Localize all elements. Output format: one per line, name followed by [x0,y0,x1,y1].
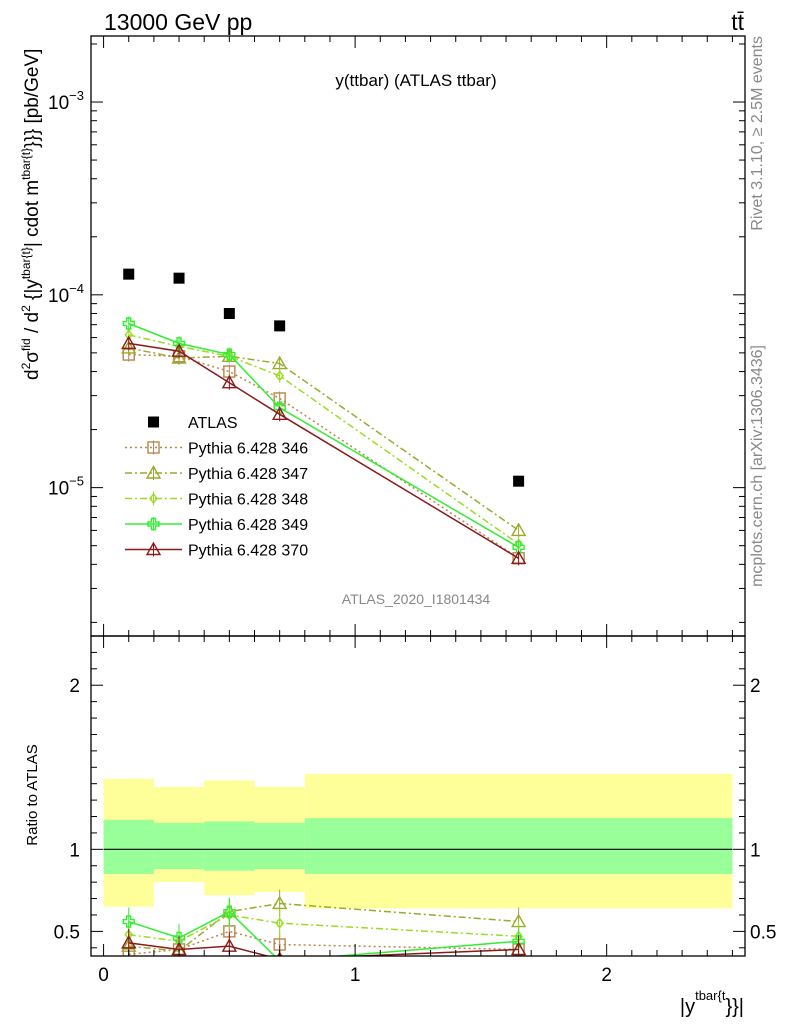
legend-label-5: Pythia 6.428 370 [188,543,308,560]
ratio-bands [103,773,733,909]
legend-marker-4 [147,517,160,531]
legend-item-2: Pythia 6.428 347 [125,465,308,483]
legend-label-3: Pythia 6.428 348 [188,492,308,509]
main-point-4-2 [223,348,236,361]
x-axis-label: |ytbar{t}}| [680,988,744,1018]
mcplots-label: mcplots.cern.ch [arXiv:1306.3436] [749,345,766,587]
main-series-group [121,268,527,566]
header-right: tt̄ [731,9,744,35]
main-ytick-label-2: 10−3 [48,88,84,114]
main-line-3 [128,334,520,545]
main-point-2-3 [271,355,288,370]
legend-marker-5 [145,541,162,556]
ratio-ytick-label-right-1: 1 [750,840,761,861]
main-ytick-label-0: 10−5 [48,474,84,500]
ratio-line-0 [128,930,519,956]
band-inner-4 [304,818,733,874]
rivet-label: Rivet 3.1.10, ≥ 2.5M events [749,36,766,231]
header-left: 13000 GeV pp [104,9,252,35]
axes-group: 10−5 10−4 10−3 0 1 2 0.5 0.5 1 1 2 2 [48,36,776,986]
legend-marker-3 [149,492,158,505]
main-point-3-3 [275,370,285,382]
chart-title: y(ttbar) (ATLAS ttbar) [335,71,496,90]
main-line-1 [128,353,520,559]
legend-marker-0 [148,416,159,428]
legend-item-0: ATLAS [148,415,238,432]
ratio-line-1 [128,902,519,952]
legend-item-5: Pythia 6.428 370 [125,541,308,560]
legend-label-1: Pythia 6.428 346 [188,441,308,458]
legend-item-3: Pythia 6.428 348 [125,491,308,509]
legend-label-4: Pythia 6.428 349 [188,517,308,534]
legend-marker-2 [145,465,162,479]
main-point-2-1 [171,350,187,364]
main-point-4-0 [122,317,135,330]
legend-item-1: Pythia 6.428 346 [125,440,308,458]
band-inner-2 [204,821,255,871]
legend-item-4: Pythia 6.428 349 [125,517,308,534]
ratio-point-2-3 [275,917,285,929]
ratio-ylabel: Ratio to ATLAS [24,744,41,845]
main-point-4-3 [273,401,286,414]
ratio-ytick-label-left-2: 2 [69,676,80,697]
ratio-frame [90,635,746,957]
ratio-ytick-label-left-0: 0.5 [54,922,80,943]
ratio-point-1-1 [171,943,187,956]
main-ylabel: d2σfid / d2 {|ytbar{t}| cdot mtbar{t}}}}… [19,49,43,380]
ratio-xtick-label-1: 1 [350,965,361,986]
svg-text:d2σfid / d2 {|ytbar{t}| cdot m: d2σfid / d2 {|ytbar{t}| cdot mtbar{t}}}}… [19,49,43,380]
ratio-series-group [121,889,527,956]
main-point-0-1 [173,272,185,284]
ratio-point-3-1 [172,931,186,945]
band-inner-0 [103,819,154,874]
legend-label-2: Pythia 6.428 347 [188,466,308,483]
ratio-xtick-label-0: 0 [98,965,109,986]
main-point-5-2 [221,374,238,389]
legend-label-0: ATLAS [188,415,238,432]
svg-text:|ytbar{t}}|: |ytbar{t}}| [680,988,744,1018]
analysis-watermark: ATLAS_2020_I1801434 [342,591,491,607]
main-point-0-4 [513,475,525,487]
band-inner-1 [153,823,205,870]
legend: ATLAS Pythia 6.428 346 Pythia 6.428 347 Pyt… [125,415,308,560]
ratio-point-1-3 [271,895,288,910]
main-point-4-4 [512,541,525,554]
ratio-line-2 [128,914,519,943]
main-point-2-0 [121,340,137,354]
ratio-ytick-label-right-2: 2 [750,676,761,697]
main-point-2-4 [510,522,527,537]
main-point-5-0 [121,335,137,350]
main-point-0-2 [223,308,235,320]
main-point-5-4 [510,550,527,564]
ratio-ytick-label-right-0: 0.5 [750,922,776,943]
ratio-point-3-2 [223,905,236,918]
ratio-point-3-0 [122,915,135,928]
legend-marker-1 [147,441,160,454]
ratio-point-4-4 [510,941,527,956]
main-point-5-1 [171,343,187,357]
band-inner-3 [254,823,305,870]
ratio-ytick-label-left-1: 1 [69,840,80,861]
main-point-0-3 [274,320,286,332]
ratio-point-3-3 [276,954,283,956]
ratio-point-4-0 [121,934,137,949]
main-point-5-3 [271,406,288,421]
main-point-0-0 [123,268,135,280]
main-ytick-label-1: 10−4 [48,281,84,307]
ratio-xtick-label-2: 2 [601,965,612,986]
